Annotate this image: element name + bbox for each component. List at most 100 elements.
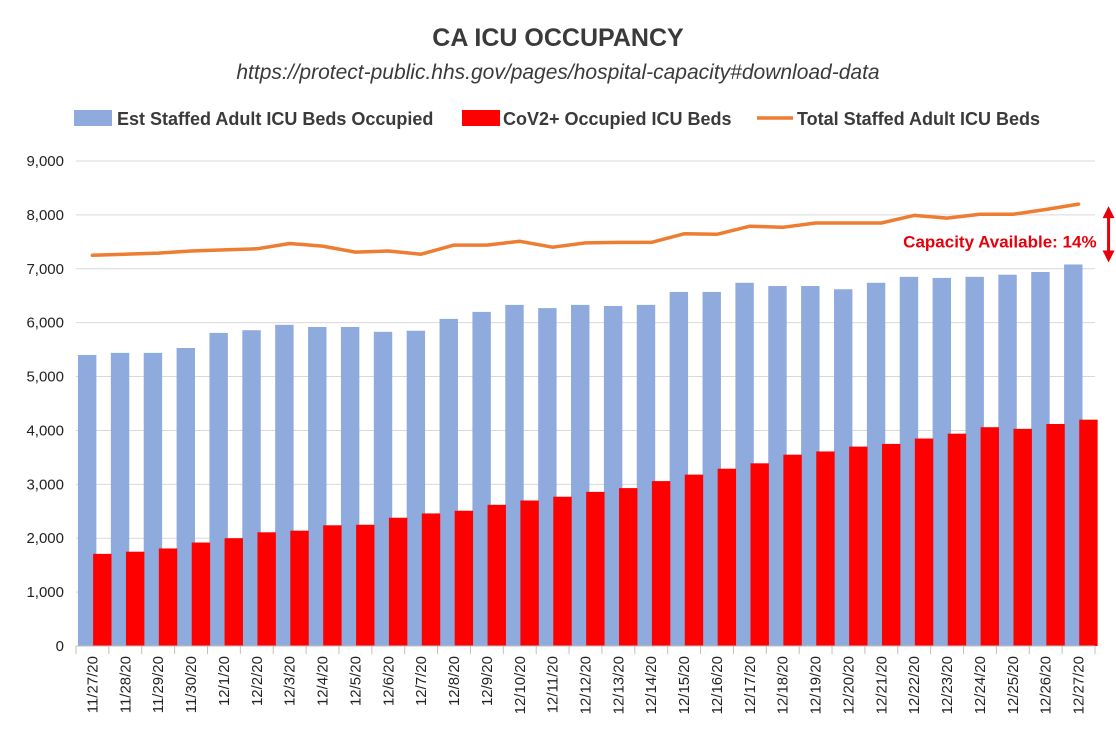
x-tick-label: 11/28/20 (117, 656, 134, 713)
bar-est-occupied (834, 289, 853, 646)
x-tick-label: 12/7/20 (413, 656, 430, 706)
bar-est-occupied (603, 305, 623, 646)
bar-est-occupied (472, 311, 491, 646)
bar-cov2-occupied (980, 427, 1000, 646)
annotation-arrow-head-down (1102, 250, 1115, 263)
bar-est-occupied (866, 282, 886, 646)
x-tick-label: 12/20/20 (840, 656, 857, 714)
bar-cov2-occupied (93, 553, 112, 646)
y-tick-label: 9,000 (26, 153, 64, 170)
bar-est-occupied (406, 330, 426, 646)
bars (77, 264, 1098, 646)
bar-est-occupied (801, 286, 820, 646)
y-tick-label: 6,000 (26, 315, 64, 332)
bar-est-occupied (209, 332, 228, 646)
bar-est-occupied (110, 352, 130, 646)
x-tick-label: 11/30/20 (183, 656, 200, 713)
bar-cov2-occupied (783, 454, 802, 646)
bar-cov2-occupied (191, 542, 211, 646)
bar-est-occupied (768, 286, 787, 646)
bar-est-occupied (899, 276, 919, 646)
y-tick-label: 8,000 (26, 207, 64, 224)
annotation-label: Capacity Available: 14% (903, 232, 1096, 251)
bar-est-occupied (538, 308, 557, 646)
x-axis-ticks: 11/27/20 11/28/20 11/29/20 11/30/20 12/1/20 1… (84, 656, 1087, 714)
bar-est-occupied (143, 352, 163, 646)
x-tick-label: 12/18/20 (775, 656, 792, 714)
bar-cov2-occupied (388, 517, 408, 646)
bar-est-occupied (932, 277, 952, 646)
annotation: Capacity Available: 14% (903, 206, 1115, 263)
x-tick-label: 12/10/20 (512, 656, 529, 714)
y-tick-label: 2,000 (26, 530, 64, 547)
x-tick-label: 12/23/20 (939, 656, 956, 714)
bar-est-occupied (669, 291, 689, 646)
bar-cov2-occupied (586, 491, 605, 646)
x-tick-label: 12/24/20 (972, 656, 989, 714)
bar-est-occupied (965, 276, 984, 646)
x-tick-label: 12/8/20 (446, 656, 463, 706)
bar-cov2-occupied (947, 433, 967, 646)
y-tick-label: 4,000 (26, 422, 64, 439)
x-tick-label: 12/6/20 (380, 656, 397, 706)
bar-cov2-occupied (487, 504, 506, 646)
legend-label: Est Staffed Adult ICU Beds Occupied (117, 109, 433, 129)
bar-est-occupied (571, 304, 590, 646)
bar-cov2-occupied (1046, 423, 1065, 646)
bar-cov2-occupied (257, 532, 276, 646)
bar-cov2-occupied (651, 481, 671, 646)
bar-cov2-occupied (290, 530, 309, 646)
bar-est-occupied (275, 324, 294, 646)
legend-swatch (74, 110, 112, 126)
bar-cov2-occupied (717, 468, 737, 646)
bar-cov2-occupied (914, 438, 934, 646)
bar-est-occupied (439, 318, 458, 646)
bar-cov2-occupied (520, 500, 539, 646)
x-tick-label: 12/5/20 (347, 656, 364, 706)
axes (75, 645, 1096, 654)
y-axis-ticks: 0 1,000 2,000 3,000 4,000 5,000 6,000 7,000 8,00… (26, 153, 64, 655)
bar-cov2-occupied (158, 548, 178, 646)
bar-est-occupied (308, 326, 327, 646)
bar-cov2-occupied (224, 538, 243, 646)
bar-est-occupied (176, 347, 195, 646)
bar-cov2-occupied (816, 451, 835, 646)
bar-est-occupied (373, 331, 393, 646)
x-tick-label: 12/4/20 (315, 656, 332, 706)
x-tick-label: 12/16/20 (709, 656, 726, 714)
x-tick-label: 12/27/20 (1071, 656, 1088, 714)
x-tick-label: 12/22/20 (906, 656, 923, 714)
bar-est-occupied (702, 291, 721, 646)
bar-cov2-occupied (1013, 428, 1032, 646)
x-tick-label: 12/14/20 (643, 656, 660, 714)
legend-label: CoV2+ Occupied ICU Beds (503, 109, 732, 129)
bar-cov2-occupied (454, 510, 474, 646)
x-tick-label: 12/26/20 (1038, 656, 1055, 714)
legend-label: Total Staffed Adult ICU Beds (797, 109, 1040, 129)
x-tick-label: 12/2/20 (249, 656, 266, 706)
y-tick-label: 1,000 (26, 584, 64, 601)
y-tick-label: 3,000 (26, 476, 64, 493)
bar-cov2-occupied (421, 513, 441, 646)
bar-cov2-occupied (125, 551, 145, 646)
bar-est-occupied (1031, 272, 1050, 646)
x-tick-label: 12/15/20 (676, 656, 693, 714)
line-series (90, 202, 1081, 258)
x-tick-label: 12/17/20 (742, 656, 759, 714)
bar-cov2-occupied (750, 463, 769, 646)
line-total-staffed (90, 202, 1081, 258)
x-tick-label: 12/3/20 (282, 656, 299, 706)
x-tick-label: 12/21/20 (873, 656, 890, 714)
bar-est-occupied (735, 282, 754, 646)
legend: Est Staffed Adult ICU Beds Occupied CoV2+… (74, 109, 1040, 129)
bar-est-occupied (636, 304, 656, 646)
bar-cov2-occupied (619, 488, 638, 646)
x-tick-label: 12/1/20 (216, 656, 233, 706)
annotation-arrow-head-up (1102, 206, 1115, 219)
x-tick-label: 11/29/20 (150, 656, 167, 713)
x-tick-label: 12/12/20 (578, 656, 595, 714)
bar-est-occupied (1064, 264, 1083, 646)
chart-title: CA ICU OCCUPANCY (432, 24, 684, 52)
